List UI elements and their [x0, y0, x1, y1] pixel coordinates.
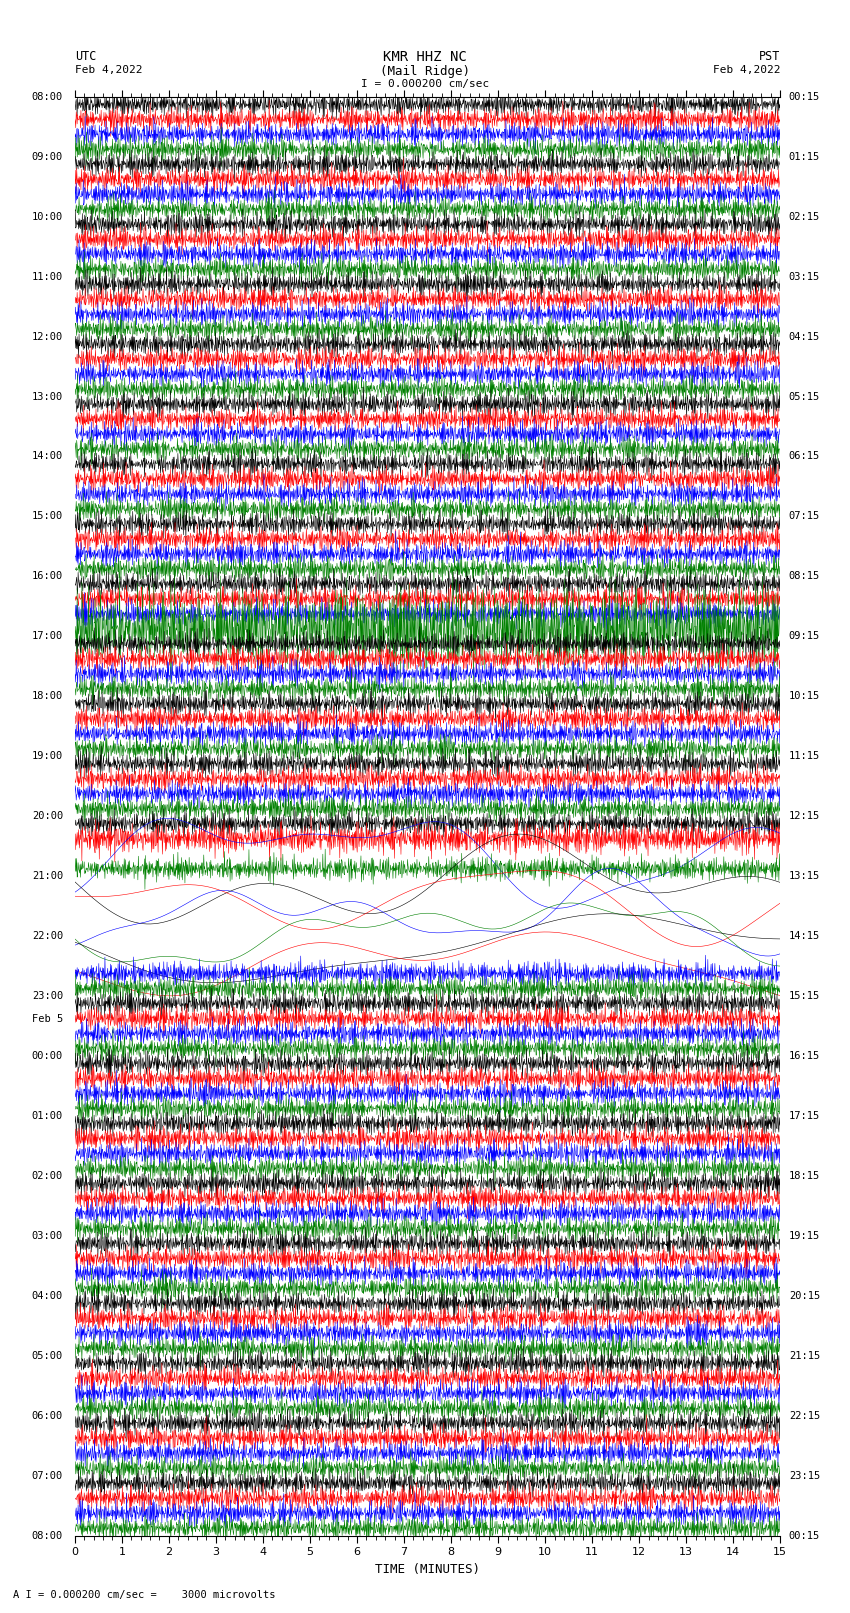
Text: 11:00: 11:00: [31, 271, 63, 282]
Text: 04:15: 04:15: [789, 332, 820, 342]
Text: 01:00: 01:00: [31, 1111, 63, 1121]
Text: 13:00: 13:00: [31, 392, 63, 402]
Text: 14:15: 14:15: [789, 931, 820, 940]
Text: 18:15: 18:15: [789, 1171, 820, 1181]
Text: 20:00: 20:00: [31, 811, 63, 821]
Text: 17:15: 17:15: [789, 1111, 820, 1121]
Text: 19:15: 19:15: [789, 1231, 820, 1240]
Text: 18:00: 18:00: [31, 692, 63, 702]
Text: I = 0.000200 cm/sec: I = 0.000200 cm/sec: [361, 79, 489, 89]
Text: 10:00: 10:00: [31, 211, 63, 221]
Text: 20:15: 20:15: [789, 1290, 820, 1300]
Text: 08:00: 08:00: [31, 92, 63, 102]
Text: 06:00: 06:00: [31, 1411, 63, 1421]
Text: 00:00: 00:00: [31, 1052, 63, 1061]
Text: 22:00: 22:00: [31, 931, 63, 940]
Text: 08:00: 08:00: [31, 1531, 63, 1540]
Text: 12:15: 12:15: [789, 811, 820, 821]
Text: 00:15: 00:15: [789, 92, 820, 102]
Text: 21:15: 21:15: [789, 1350, 820, 1361]
Text: 23:15: 23:15: [789, 1471, 820, 1481]
Text: 11:15: 11:15: [789, 752, 820, 761]
Text: 05:00: 05:00: [31, 1350, 63, 1361]
Text: 12:00: 12:00: [31, 332, 63, 342]
Text: 07:00: 07:00: [31, 1471, 63, 1481]
Text: 13:15: 13:15: [789, 871, 820, 881]
Text: 22:15: 22:15: [789, 1411, 820, 1421]
Text: 00:15: 00:15: [789, 1531, 820, 1540]
Text: Feb 5: Feb 5: [31, 1013, 63, 1024]
Text: 09:00: 09:00: [31, 152, 63, 161]
Text: 02:15: 02:15: [789, 211, 820, 221]
Text: 03:15: 03:15: [789, 271, 820, 282]
Text: 04:00: 04:00: [31, 1290, 63, 1300]
X-axis label: TIME (MINUTES): TIME (MINUTES): [375, 1563, 480, 1576]
Text: 05:15: 05:15: [789, 392, 820, 402]
Text: 15:00: 15:00: [31, 511, 63, 521]
Text: A I = 0.000200 cm/sec =    3000 microvolts: A I = 0.000200 cm/sec = 3000 microvolts: [13, 1590, 275, 1600]
Text: 09:15: 09:15: [789, 631, 820, 642]
Text: 23:00: 23:00: [31, 990, 63, 1002]
Text: 16:15: 16:15: [789, 1052, 820, 1061]
Text: Feb 4,2022: Feb 4,2022: [713, 65, 780, 74]
Text: PST: PST: [759, 50, 780, 63]
Text: 03:00: 03:00: [31, 1231, 63, 1240]
Text: 10:15: 10:15: [789, 692, 820, 702]
Text: 07:15: 07:15: [789, 511, 820, 521]
Text: 21:00: 21:00: [31, 871, 63, 881]
Text: 15:15: 15:15: [789, 990, 820, 1002]
Text: Feb 4,2022: Feb 4,2022: [75, 65, 142, 74]
Text: 06:15: 06:15: [789, 452, 820, 461]
Text: 01:15: 01:15: [789, 152, 820, 161]
Text: 02:00: 02:00: [31, 1171, 63, 1181]
Text: 08:15: 08:15: [789, 571, 820, 581]
Text: 16:00: 16:00: [31, 571, 63, 581]
Text: (Mail Ridge): (Mail Ridge): [380, 65, 470, 77]
Text: UTC: UTC: [75, 50, 96, 63]
Text: 19:00: 19:00: [31, 752, 63, 761]
Text: 14:00: 14:00: [31, 452, 63, 461]
Text: KMR HHZ NC: KMR HHZ NC: [383, 50, 467, 65]
Text: 17:00: 17:00: [31, 631, 63, 642]
